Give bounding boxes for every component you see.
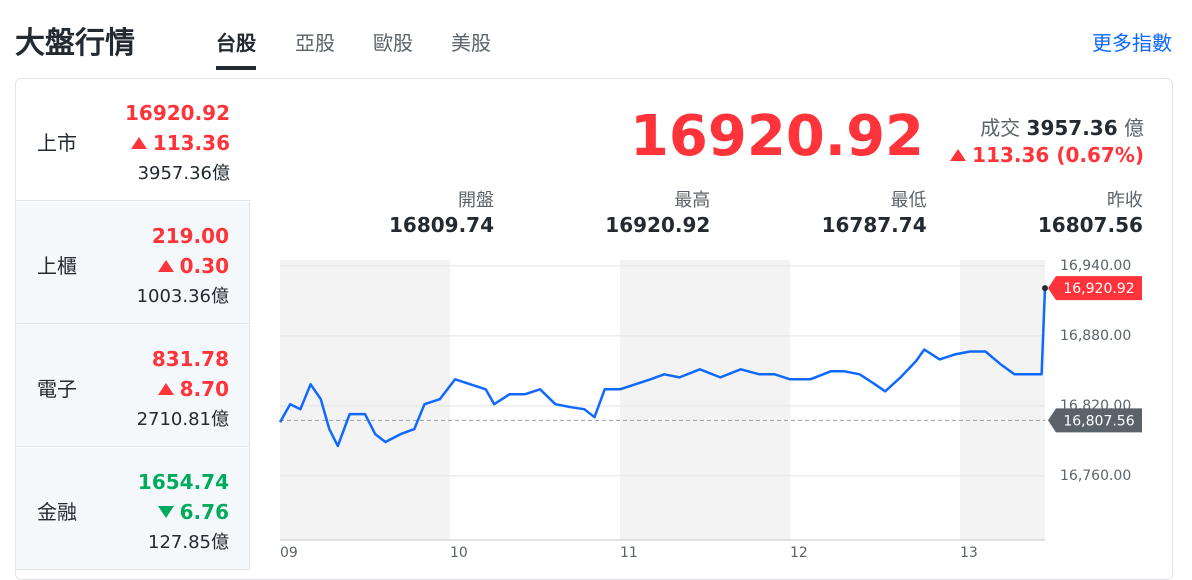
volume-unit: 億 [1124,116,1144,140]
volume-value: 127.85 [148,532,211,553]
x-tick-label: 09 [280,545,298,561]
more-link[interactable]: 更多指數 [1092,31,1172,55]
reference-tag-text: 16,807.56 [1063,413,1134,429]
change-line: 113.36 (0.67%) [950,143,1144,167]
last-tag-text: 16,920.92 [1063,281,1134,297]
day-band [280,260,450,540]
index-price: 16920.92 [124,101,230,125]
stat-label: 開盤 [458,190,494,211]
x-tick-label: 11 [620,545,638,561]
direction-icon [157,260,174,272]
stat-value: 16787.74 [821,213,927,237]
sidebar-row[interactable]: 上櫃 219.00 0.30 1003.36億 [16,202,250,324]
index-volume: 1003.36億 [137,282,229,308]
index-change: 8.70 [157,377,229,401]
volume-value: 3957.36 [1026,116,1118,140]
reference-tag-bg [1048,408,1142,433]
stat-value: 16807.56 [1037,213,1143,237]
day-band [960,260,1045,540]
stat-value: 16920.92 [605,213,711,237]
volume-value: 2710.81 [136,409,211,430]
tab[interactable]: 台股 [216,27,256,70]
index-name: 電子 [37,377,77,401]
stat-label: 昨收 [1106,190,1143,211]
index-change: 0.30 [157,254,229,278]
day-band [620,260,790,540]
volume-unit: 億 [211,286,229,307]
change-value: 113.36 [972,143,1050,167]
direction-icon [130,137,147,149]
index-volume: 3957.36億 [138,159,230,185]
index-name: 上市 [37,131,77,155]
change-value: 6.76 [179,500,229,524]
last-tag-bg [1048,276,1142,301]
volume-value: 1003.36 [136,286,211,307]
tab[interactable]: 亞股 [295,31,335,55]
index-name: 金融 [37,500,77,524]
index-volume: 2710.81億 [137,405,229,431]
stat-value: 16809.74 [388,213,494,237]
change-percent: (0.67%) [1056,143,1144,167]
direction-icon [950,149,967,161]
x-tick-label: 10 [450,545,468,561]
x-tick-label: 13 [960,545,978,561]
x-tick-label: 12 [790,545,808,561]
volume-line: 成交 3957.36 億 [980,112,1144,141]
index-price: 1654.74 [137,470,229,494]
index-name: 上櫃 [37,254,77,278]
price-line [278,288,1047,448]
index-change: 6.76 [157,500,229,524]
volume-label: 成交 [980,116,1021,140]
index-price: 219.00 [151,224,229,248]
tab[interactable]: 美股 [451,31,491,55]
volume-value: 3957.36 [137,163,212,184]
volume-unit: 億 [212,163,230,184]
current-price: 16920.92 [629,104,924,169]
tab[interactable]: 歐股 [373,31,413,55]
change-value: 0.30 [179,254,229,278]
stat-label: 最高 [674,190,711,211]
index-volume: 127.85億 [148,528,229,554]
index-price: 831.78 [151,347,229,371]
direction-icon [157,506,174,518]
y-tick-label: 16,760.00 [1060,468,1131,484]
change-value: 113.36 [152,131,230,155]
sidebar-row[interactable]: 金融 1654.74 6.76 127.85億 [16,448,250,570]
y-tick-label: 16,880.00 [1060,328,1131,344]
change-value: 8.70 [179,377,229,401]
volume-unit: 億 [211,409,229,430]
page-title: 大盤行情 [15,26,135,61]
direction-icon [157,383,174,395]
stat-label: 最低 [890,190,927,211]
sidebar-row[interactable]: 電子 831.78 8.70 2710.81億 [16,325,250,447]
last-point [1042,285,1048,292]
volume-unit: 億 [211,532,229,553]
index-change: 113.36 [130,131,230,155]
y-tick-label: 16,940.00 [1060,258,1131,274]
sidebar-row[interactable]: 上市 16920.92 113.36 3957.36億 [16,79,250,201]
